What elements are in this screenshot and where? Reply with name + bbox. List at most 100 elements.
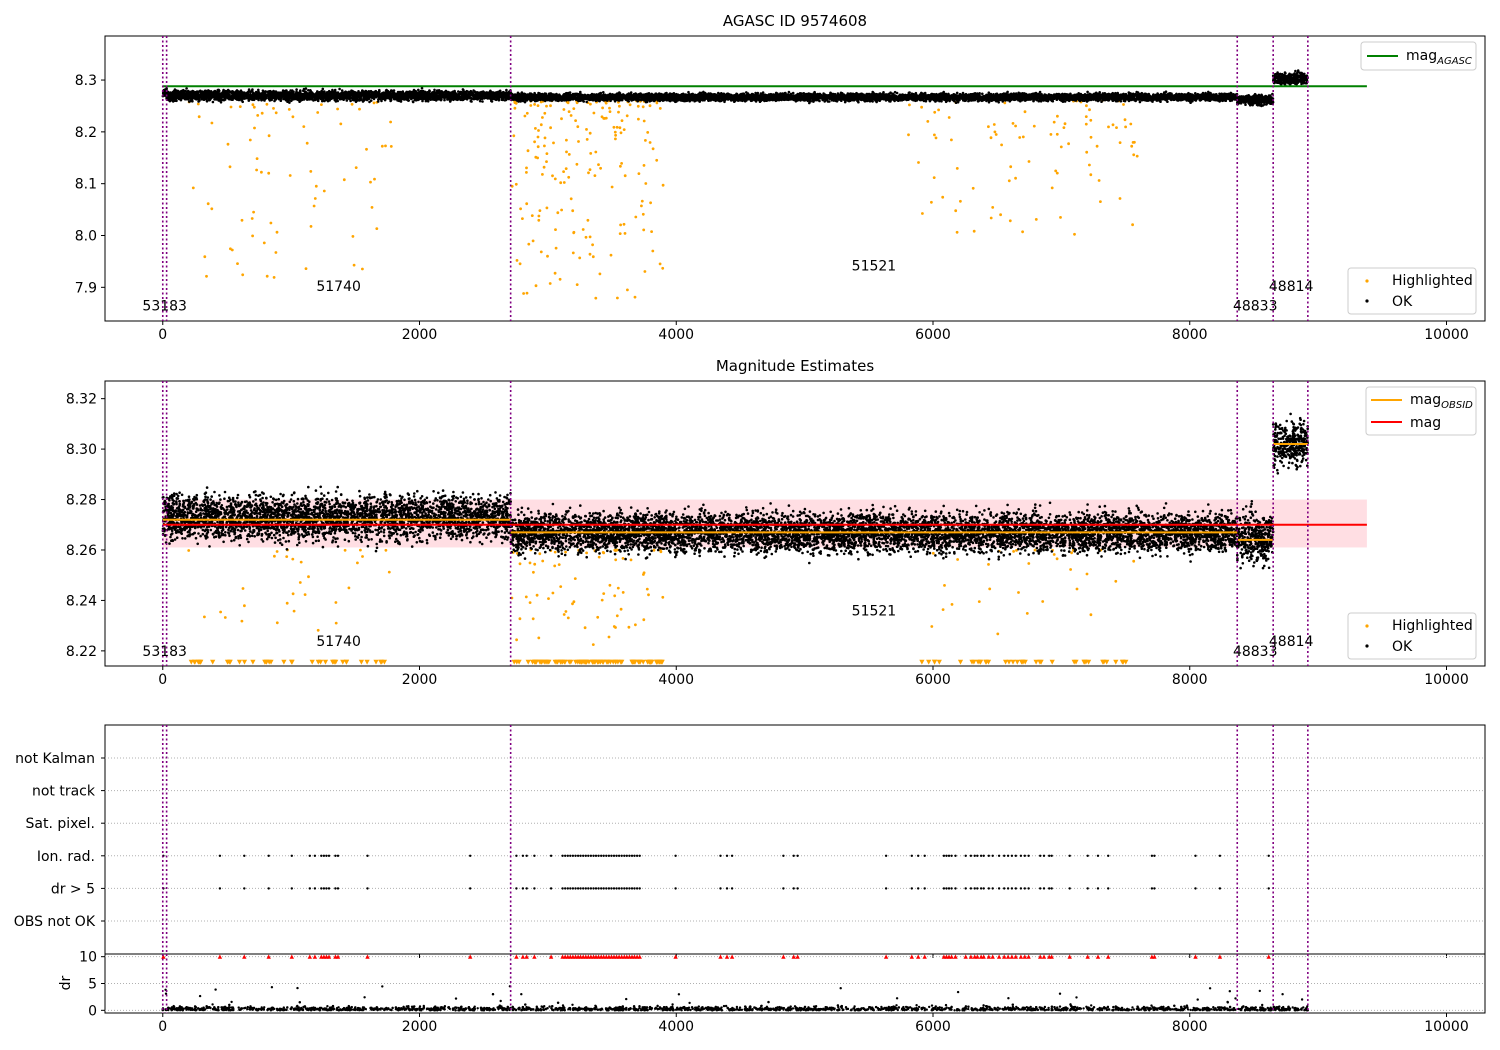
highlighted-point: [642, 164, 646, 167]
highlighted-point: [994, 133, 998, 136]
highlighted-point: [908, 103, 911, 107]
ok-point: [315, 92, 318, 95]
highlighted-point: [252, 210, 256, 214]
highlighted-point: [354, 166, 358, 170]
highlighted-point: [1014, 176, 1017, 180]
ok-point: [374, 93, 377, 97]
highlighted-point: [644, 182, 648, 185]
highlighted-point: [648, 104, 652, 108]
highlighted-point: [1050, 186, 1054, 190]
highlighted-point: [641, 105, 645, 109]
highlighted-point: [545, 104, 548, 108]
ok-point: [505, 88, 508, 92]
highlighted-point: [562, 170, 565, 174]
ok-point: [432, 95, 436, 98]
ok-point: [290, 99, 293, 103]
highlighted-point: [937, 108, 940, 112]
highlighted-point: [588, 131, 592, 135]
highlighted-point: [628, 103, 632, 107]
highlighted-point: [650, 230, 653, 234]
ok-point: [207, 95, 211, 99]
ok-point: [371, 91, 374, 94]
highlighted-point: [309, 225, 313, 228]
highlighted-point: [1084, 122, 1088, 126]
highlighted-point: [205, 274, 208, 278]
ok-point: [326, 99, 330, 102]
highlighted-point: [589, 152, 593, 155]
ok-point: [455, 98, 459, 102]
ok-point: [407, 92, 410, 95]
highlighted-point: [932, 176, 936, 180]
highlighted-point: [210, 207, 214, 211]
ok-point: [263, 99, 266, 102]
ok-point: [349, 99, 352, 103]
ok-point: [459, 98, 462, 102]
ok-point: [227, 93, 231, 96]
ok-point: [390, 95, 394, 99]
ok-point: [365, 90, 368, 93]
highlighted-point: [196, 102, 200, 106]
highlighted-point: [534, 126, 537, 130]
ok-point: [259, 92, 263, 96]
highlighted-point: [1122, 103, 1125, 106]
highlighted-point: [955, 167, 959, 170]
ok-point: [216, 88, 220, 92]
highlighted-point: [251, 103, 255, 107]
ok-point: [501, 98, 505, 102]
ok-point: [171, 100, 175, 103]
ok-point: [188, 100, 191, 103]
highlighted-point: [620, 162, 623, 165]
highlighted-point: [562, 181, 566, 184]
highlighted-point: [537, 218, 541, 222]
ok-point: [212, 90, 216, 93]
ok-point: [207, 98, 210, 101]
ok-point: [253, 93, 257, 96]
ok-point: [278, 93, 282, 96]
ok-point: [257, 95, 260, 99]
ok-point: [478, 99, 482, 103]
highlighted-point: [197, 115, 201, 119]
highlighted-point: [255, 168, 258, 172]
highlighted-point: [525, 171, 528, 174]
highlighted-point: [250, 217, 254, 220]
highlighted-point: [1118, 197, 1122, 200]
highlighted-point: [260, 170, 263, 174]
highlighted-point: [567, 175, 571, 179]
highlighted-point: [539, 123, 543, 127]
highlighted-point: [641, 212, 645, 216]
ok-point: [446, 97, 450, 101]
ok-point: [500, 93, 504, 96]
highlighted-point: [585, 138, 589, 141]
ok-point: [484, 93, 488, 97]
highlighted-point: [992, 123, 996, 126]
highlighted-point: [601, 106, 604, 110]
highlighted-point: [567, 110, 571, 113]
ok-point: [212, 94, 215, 97]
highlighted-point: [649, 201, 652, 205]
highlighted-point: [536, 135, 540, 139]
highlighted-point: [633, 295, 637, 299]
ok-point: [490, 99, 493, 103]
highlighted-point: [955, 230, 959, 234]
highlighted-point: [515, 259, 519, 262]
highlighted-point: [993, 130, 997, 134]
ok-point: [340, 93, 343, 96]
highlighted-point: [648, 141, 652, 144]
highlighted-point: [536, 145, 540, 149]
highlighted-point: [291, 115, 295, 119]
ok-point: [443, 98, 446, 102]
ok-point: [303, 90, 307, 93]
ok-point: [395, 95, 398, 98]
ok-point: [219, 92, 223, 96]
highlighted-point: [549, 104, 552, 108]
highlighted-point: [1067, 142, 1070, 146]
ok-point: [222, 88, 225, 92]
ok-point: [256, 91, 260, 95]
highlighted-point: [591, 255, 595, 259]
highlighted-point: [999, 213, 1002, 217]
highlighted-point: [1073, 232, 1076, 236]
highlighted-point: [917, 161, 920, 164]
ok-point: [285, 97, 289, 100]
highlighted-point: [588, 252, 592, 256]
